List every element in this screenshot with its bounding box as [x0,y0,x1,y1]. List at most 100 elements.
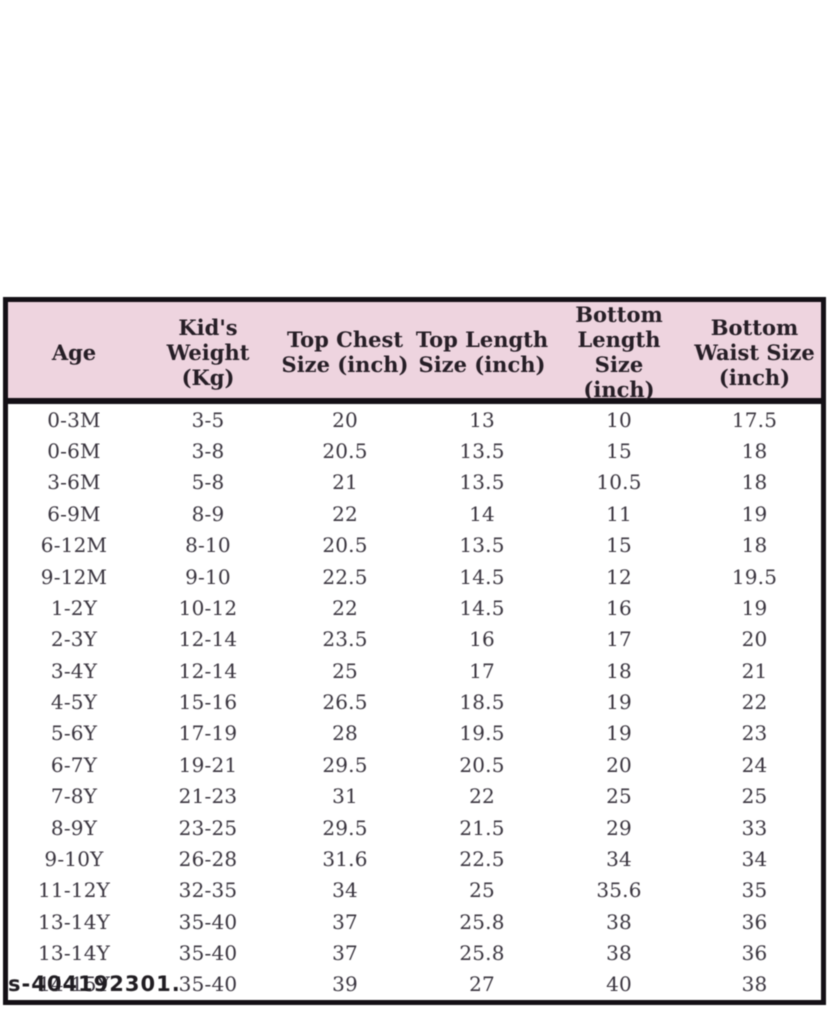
table-cell: 8-10 [185,533,231,558]
table-cell: 19 [606,690,632,715]
watermark-text: s-404192301. [8,972,181,996]
table-cell: 31.6 [322,846,368,871]
table-cell: 25 [332,658,358,683]
table-cell: 13-14Y [37,909,111,934]
table-cell: 22.5 [322,564,368,589]
table-cell: 24 [741,752,768,777]
table-cell: 9-10Y [44,846,104,871]
table-cell: 3-5 [191,407,225,432]
table-row: 14-15Y 35-40 39 27 40 38 [8,969,821,1000]
table-cell: 38 [741,972,768,997]
table-row: 6-9M 8-9 22 14 11 19 [8,498,821,529]
table-cell: 34 [741,846,768,871]
table-cell: 23.5 [322,627,368,652]
table-cell: 20.5 [322,533,368,558]
table-cell: 27 [469,972,495,997]
table-row: 6-7Y 19-21 29.5 20.5 20 24 [8,749,821,780]
table-cell: 29 [606,815,632,840]
table-cell: 23 [741,721,768,746]
table-cell: 23-25 [178,815,238,840]
table-row: 11-12Y 32-35 34 25 35.6 35 [8,875,821,906]
table-cell: 19 [606,721,632,746]
table-cell: 38 [606,909,632,934]
table-cell: 34 [332,878,358,903]
table-cell: 5-8 [191,470,225,495]
table-cell: 8-9Y [50,815,98,840]
table-cell: 28 [332,721,358,746]
table-cell: 3-4Y [50,658,98,683]
table-cell: 17.5 [731,407,778,432]
table-cell: 35-40 [178,909,238,934]
table-cell: 15 [606,439,632,464]
table-row: 1-2Y 10-12 22 14.5 16 19 [8,592,821,623]
table-cell: 37 [332,941,358,966]
table-cell: 11 [606,501,632,526]
table-cell: 20 [606,752,632,777]
table-cell: 17 [469,658,495,683]
table-cell: 1-2Y [50,595,98,620]
table-cell: 12-14 [178,658,238,683]
table-cell: 14.5 [459,564,505,589]
table-row: 6-12M 8-10 20.5 13.5 15 18 [8,530,821,561]
column-header-weight: Kid's Weight (Kg) [166,314,250,390]
table-cell: 3-8 [191,439,225,464]
table-cell: 13-14Y [37,941,111,966]
table-cell: 7-8Y [50,784,98,809]
table-cell: 6-9M [47,501,101,526]
table-row: 7-8Y 21-23 31 22 25 25 [8,781,821,812]
table-cell: 25.8 [459,941,505,966]
table-cell: 26-28 [178,846,238,871]
table-cell: 10.5 [596,470,642,495]
table-cell: 33 [741,815,768,840]
column-header-top-chest: Top Chest Size (inch) [281,327,409,377]
table-cell: 14-15Y [37,972,111,997]
table-cell: 18 [741,470,768,495]
table-cell: 14.5 [459,595,505,620]
table-row: 5-6Y 17-19 28 19.5 19 23 [8,718,821,749]
table-cell: 3-6M [47,470,101,495]
table-cell: 4-5Y [50,690,98,715]
table-cell: 37 [332,909,358,934]
table-cell: 9-10 [185,564,231,589]
table-cell: 22.5 [459,846,505,871]
table-body: 0-3M 3-5 20 13 10 17.5 0-6M 3-8 20.5 13.5 15 18 3-6M… [8,404,821,1000]
table-cell: 25.8 [459,909,505,934]
table-cell: 18 [606,658,632,683]
table-cell: 6-7Y [50,752,98,777]
table-cell: 13.5 [459,533,505,558]
table-row: 2-3Y 12-14 23.5 16 17 20 [8,624,821,655]
table-cell: 12 [606,564,632,589]
table-row: 3-4Y 12-14 25 17 18 21 [8,655,821,686]
table-cell: 39 [332,972,358,997]
table-cell: 13 [469,407,495,432]
table-header-row: Age Kid's Weight (Kg) Top Chest Size (in… [8,302,821,404]
table-cell: 8-9 [191,501,225,526]
table-cell: 25 [741,784,768,809]
table-row: 13-14Y 35-40 37 25.8 38 36 [8,937,821,968]
table-cell: 34 [606,846,632,871]
table-cell: 20.5 [459,752,505,777]
table-cell: 15-16 [178,690,238,715]
table-row: 0-3M 3-5 20 13 10 17.5 [8,404,821,435]
table-cell: 35-40 [178,941,238,966]
table-cell: 36 [741,941,768,966]
table-cell: 19 [741,595,768,620]
table-row: 9-10Y 26-28 31.6 22.5 34 34 [8,843,821,874]
table-row: 9-12M 9-10 22.5 14.5 12 19.5 [8,561,821,592]
table-cell: 38 [606,941,632,966]
table-row: 0-6M 3-8 20.5 13.5 15 18 [8,435,821,466]
table-row: 8-9Y 23-25 29.5 21.5 29 33 [8,812,821,843]
table-cell: 18 [741,439,768,464]
table-cell: 35.6 [596,878,642,903]
table-cell: 22 [332,501,358,526]
table-cell: 29.5 [322,752,368,777]
table-cell: 11-12Y [37,878,111,903]
table-cell: 21.5 [459,815,505,840]
table-cell: 25 [606,784,632,809]
table-cell: 19.5 [731,564,778,589]
size-chart-table: Age Kid's Weight (Kg) Top Chest Size (in… [3,297,826,1005]
table-cell: 12-14 [178,627,238,652]
table-cell: 17-19 [178,721,238,746]
table-cell: 35-40 [178,972,238,997]
